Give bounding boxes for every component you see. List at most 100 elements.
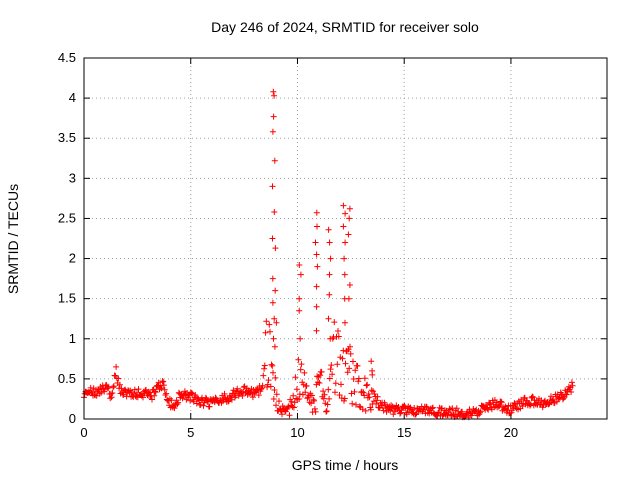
data-point bbox=[327, 255, 334, 262]
data-point bbox=[563, 391, 570, 398]
data-point bbox=[273, 391, 280, 398]
data-point bbox=[435, 409, 442, 416]
data-point bbox=[347, 350, 354, 357]
data-point bbox=[108, 394, 115, 401]
data-point bbox=[204, 398, 211, 405]
data-point bbox=[171, 405, 178, 412]
data-point bbox=[342, 319, 348, 326]
x-tick-label: 20 bbox=[504, 425, 518, 440]
data-point bbox=[308, 392, 315, 399]
data-point bbox=[267, 383, 274, 390]
data-point bbox=[361, 375, 368, 382]
data-point bbox=[240, 384, 247, 391]
data-point bbox=[200, 402, 207, 409]
data-point bbox=[367, 406, 374, 413]
data-point bbox=[335, 328, 341, 334]
data-point bbox=[346, 365, 353, 372]
data-point bbox=[391, 408, 398, 415]
data-point bbox=[298, 361, 305, 368]
data-point bbox=[459, 408, 466, 415]
x-tick-label: 15 bbox=[397, 425, 411, 440]
data-point bbox=[350, 376, 357, 382]
data-point bbox=[269, 362, 276, 369]
data-point bbox=[225, 398, 232, 405]
data-point bbox=[269, 183, 276, 190]
data-point bbox=[346, 282, 353, 288]
data-point bbox=[368, 358, 375, 365]
data-point bbox=[326, 291, 333, 298]
data-point bbox=[355, 378, 362, 385]
data-point bbox=[269, 299, 276, 306]
data-point bbox=[268, 361, 275, 368]
data-point bbox=[251, 390, 258, 397]
data-point bbox=[296, 295, 303, 302]
data-point bbox=[496, 402, 503, 409]
data-point bbox=[484, 405, 491, 412]
data-point bbox=[486, 399, 492, 406]
y-tick-label: 1 bbox=[69, 331, 76, 346]
y-tick-label: 0 bbox=[69, 411, 76, 426]
y-tick-label: 1.5 bbox=[58, 291, 76, 306]
data-point bbox=[272, 374, 279, 381]
data-point bbox=[362, 407, 369, 414]
data-point bbox=[109, 390, 116, 396]
data-point bbox=[325, 386, 332, 393]
data-point bbox=[313, 303, 320, 310]
data-point bbox=[258, 386, 265, 393]
x-tick-label: 0 bbox=[80, 425, 87, 440]
data-point bbox=[296, 262, 303, 268]
data-point bbox=[179, 395, 186, 402]
data-point bbox=[266, 321, 273, 328]
data-point bbox=[373, 401, 380, 407]
y-tick-label: 3.5 bbox=[58, 130, 76, 145]
data-point bbox=[151, 392, 158, 399]
data-point bbox=[324, 401, 331, 408]
data-point bbox=[116, 381, 123, 388]
data-point bbox=[397, 410, 403, 417]
data-point bbox=[271, 387, 278, 393]
data-point bbox=[560, 395, 567, 402]
data-point bbox=[104, 383, 111, 390]
data-point bbox=[189, 390, 196, 397]
data-point bbox=[316, 380, 323, 386]
data-point bbox=[527, 401, 534, 408]
data-point bbox=[270, 396, 277, 402]
data-point bbox=[373, 397, 380, 404]
data-point bbox=[270, 369, 276, 376]
data-point bbox=[115, 375, 122, 382]
data-point bbox=[423, 403, 430, 410]
data-point bbox=[162, 392, 169, 398]
data-point bbox=[350, 358, 356, 365]
data-point bbox=[149, 396, 155, 403]
data-point bbox=[293, 386, 300, 393]
data-point bbox=[290, 392, 297, 399]
data-point bbox=[345, 231, 352, 238]
x-axis-title: GPS time / hours bbox=[292, 457, 399, 473]
data-point bbox=[498, 399, 505, 406]
data-point bbox=[267, 328, 273, 335]
data-point bbox=[107, 390, 114, 397]
data-point bbox=[168, 397, 175, 404]
data-point bbox=[477, 409, 483, 416]
data-point bbox=[346, 215, 353, 222]
y-tick-label: 0.5 bbox=[58, 371, 76, 386]
data-point bbox=[369, 367, 376, 374]
x-tick-label: 5 bbox=[187, 425, 194, 440]
data-point bbox=[273, 402, 279, 409]
data-point bbox=[568, 379, 575, 386]
data-point bbox=[366, 394, 373, 401]
data-point bbox=[326, 375, 333, 382]
data-point bbox=[345, 295, 352, 302]
data-point bbox=[363, 382, 370, 389]
data-point bbox=[159, 378, 166, 385]
data-point bbox=[341, 395, 348, 402]
data-point bbox=[312, 408, 319, 415]
data-point bbox=[342, 360, 349, 367]
data-point bbox=[313, 327, 320, 334]
data-point bbox=[239, 392, 246, 399]
y-tick-label: 3 bbox=[69, 170, 76, 185]
data-point bbox=[269, 128, 276, 135]
data-point bbox=[271, 157, 278, 164]
data-point bbox=[263, 318, 270, 325]
data-point bbox=[313, 209, 320, 216]
